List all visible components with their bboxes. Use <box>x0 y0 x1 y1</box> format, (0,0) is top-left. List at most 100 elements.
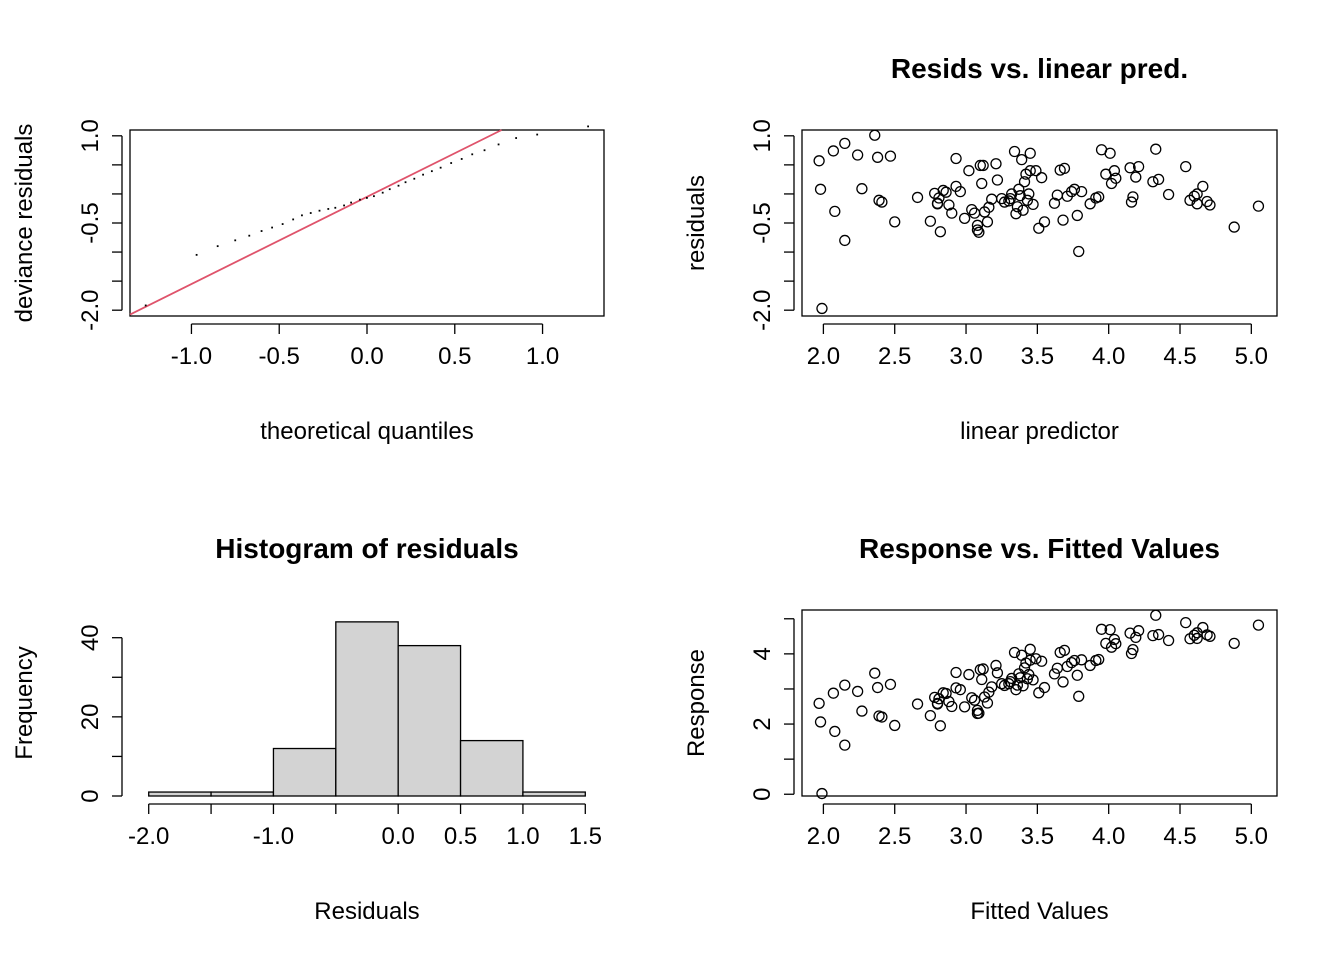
data-point <box>958 212 971 225</box>
data-point <box>851 149 864 161</box>
y-tick-label: 1.0 <box>749 119 776 152</box>
data-point <box>869 667 881 679</box>
x-tick-label: -1.0 <box>171 343 212 370</box>
x-tick-label: 4.0 <box>1092 823 1125 850</box>
data-point <box>814 183 827 195</box>
histogram-bar <box>272 747 337 797</box>
data-point <box>1127 644 1139 656</box>
data-point <box>1110 172 1122 184</box>
histogram-bar <box>210 791 275 797</box>
qq-point <box>430 170 433 173</box>
data-point <box>1024 643 1036 655</box>
data-point <box>976 673 988 686</box>
data-point <box>1068 654 1081 667</box>
qq-point <box>309 212 312 214</box>
qq-point <box>450 162 453 164</box>
data-point <box>1130 631 1142 644</box>
x-tick-label: -2.0 <box>128 823 169 850</box>
data-point <box>839 739 851 751</box>
x-tick-label: 1.5 <box>569 823 602 850</box>
y-tick-label: -0.5 <box>77 202 104 243</box>
data-point <box>1201 195 1213 208</box>
data-point <box>1024 165 1036 177</box>
data-point <box>1150 143 1162 155</box>
y-tick-label: 2 <box>749 717 776 730</box>
qq-point <box>271 226 273 229</box>
data-point <box>940 687 952 700</box>
data-point <box>1011 201 1024 213</box>
data-point <box>876 711 888 723</box>
y-tick-label: 0 <box>77 789 104 802</box>
data-point <box>950 666 962 679</box>
qq-point <box>281 223 284 225</box>
data-point <box>1127 191 1139 203</box>
data-point <box>931 198 944 210</box>
data-point <box>816 302 828 315</box>
data-point <box>1051 662 1063 674</box>
plot-frame <box>801 129 1278 317</box>
data-point <box>934 720 947 732</box>
data-point <box>1016 153 1028 166</box>
qq-point <box>388 188 391 191</box>
qq-point <box>260 230 263 232</box>
data-point <box>827 145 840 157</box>
data-point <box>974 159 986 172</box>
data-point <box>816 787 828 800</box>
plot-frame <box>801 609 1278 797</box>
histogram-bar <box>148 791 212 797</box>
data-point <box>1035 655 1048 667</box>
x-axis-label: Residuals <box>314 898 419 925</box>
data-point <box>884 150 897 162</box>
data-point <box>1003 678 1015 690</box>
x-tick-label: 0.5 <box>444 823 477 850</box>
data-point <box>889 216 901 228</box>
data-point <box>873 194 885 206</box>
data-point <box>856 183 868 195</box>
qq-point <box>460 158 463 160</box>
histogram-bar <box>335 621 399 797</box>
histogram-bar <box>459 739 524 797</box>
y-axis-label: Response <box>683 649 710 757</box>
x-tick-label: 4.0 <box>1092 343 1125 370</box>
qq-point <box>248 234 251 237</box>
data-point <box>1147 176 1159 188</box>
data-point <box>1024 147 1036 159</box>
panel-resp: Response vs. Fitted Values Fitted Values R… <box>683 533 1278 925</box>
data-point <box>1124 162 1136 174</box>
data-point <box>971 219 984 231</box>
data-point <box>1093 191 1105 203</box>
data-point <box>946 700 958 713</box>
histogram-bar <box>522 791 586 797</box>
data-point <box>954 185 966 198</box>
data-point <box>1095 623 1108 635</box>
y-tick-label: 4 <box>749 647 776 660</box>
qq-point <box>381 191 384 194</box>
data-point <box>943 199 955 211</box>
data-point <box>1048 197 1061 209</box>
data-point <box>1010 208 1022 220</box>
data-point <box>990 158 1002 170</box>
data-point <box>966 692 978 704</box>
y-tick-label: -2.0 <box>77 290 104 331</box>
data-point <box>1075 185 1088 198</box>
data-point <box>924 215 937 227</box>
x-axis-label: Fitted Values <box>970 898 1108 925</box>
y-tick-label: -0.5 <box>749 202 776 243</box>
data-point <box>998 196 1011 208</box>
data-point <box>829 725 841 738</box>
data-point <box>934 226 947 238</box>
data-point <box>1008 145 1021 158</box>
x-tick-label: 2.0 <box>807 823 840 850</box>
data-point <box>968 694 981 706</box>
y-tick-label: -2.0 <box>749 290 776 331</box>
data-point <box>940 186 952 198</box>
data-point <box>911 191 924 204</box>
x-tick-label: 1.0 <box>526 343 559 370</box>
data-point <box>976 177 988 190</box>
data-point <box>1124 627 1136 639</box>
x-tick-label: -1.0 <box>253 823 294 850</box>
data-point <box>996 192 1008 205</box>
qq-point <box>587 125 589 128</box>
data-point <box>1017 204 1029 216</box>
qq-point <box>471 153 474 156</box>
